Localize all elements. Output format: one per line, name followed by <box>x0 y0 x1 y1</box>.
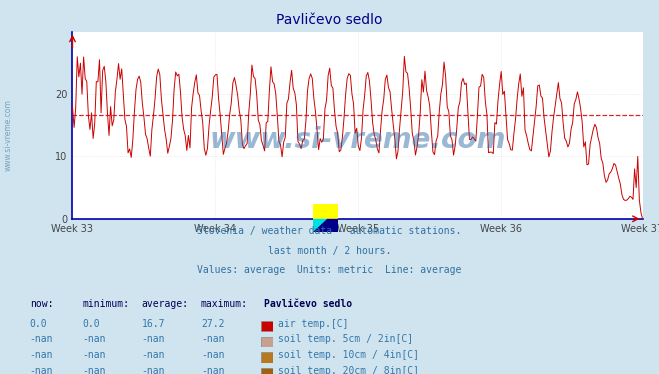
Text: last month / 2 hours.: last month / 2 hours. <box>268 246 391 256</box>
Text: -nan: -nan <box>142 350 165 360</box>
Text: -nan: -nan <box>30 366 53 374</box>
Text: Pavličevo sedlo: Pavličevo sedlo <box>264 299 352 309</box>
Text: -nan: -nan <box>142 366 165 374</box>
Text: 0.0: 0.0 <box>82 319 100 329</box>
Text: average:: average: <box>142 299 188 309</box>
Text: soil temp. 5cm / 2in[C]: soil temp. 5cm / 2in[C] <box>278 334 413 344</box>
Text: -nan: -nan <box>201 350 225 360</box>
Text: -nan: -nan <box>201 334 225 344</box>
Text: Slovenia / weather data - automatic stations.: Slovenia / weather data - automatic stat… <box>197 226 462 236</box>
Text: Pavličevo sedlo: Pavličevo sedlo <box>276 13 383 27</box>
Text: soil temp. 10cm / 4in[C]: soil temp. 10cm / 4in[C] <box>278 350 419 360</box>
Text: soil temp. 20cm / 8in[C]: soil temp. 20cm / 8in[C] <box>278 366 419 374</box>
Text: -nan: -nan <box>30 334 53 344</box>
Text: 0.0: 0.0 <box>30 319 47 329</box>
Polygon shape <box>313 204 338 219</box>
Text: www.si-vreme.com: www.si-vreme.com <box>3 99 13 171</box>
Polygon shape <box>313 219 338 232</box>
Text: 16.7: 16.7 <box>142 319 165 329</box>
Text: minimum:: minimum: <box>82 299 129 309</box>
Text: -nan: -nan <box>82 334 106 344</box>
Text: now:: now: <box>30 299 53 309</box>
Text: -nan: -nan <box>82 350 106 360</box>
Text: -nan: -nan <box>30 350 53 360</box>
Text: 27.2: 27.2 <box>201 319 225 329</box>
Text: maximum:: maximum: <box>201 299 248 309</box>
Polygon shape <box>313 219 327 232</box>
Text: -nan: -nan <box>201 366 225 374</box>
Text: -nan: -nan <box>82 366 106 374</box>
Text: www.si-vreme.com: www.si-vreme.com <box>210 126 505 154</box>
Text: Values: average  Units: metric  Line: average: Values: average Units: metric Line: aver… <box>197 265 462 275</box>
Text: air temp.[C]: air temp.[C] <box>278 319 349 329</box>
Text: -nan: -nan <box>142 334 165 344</box>
